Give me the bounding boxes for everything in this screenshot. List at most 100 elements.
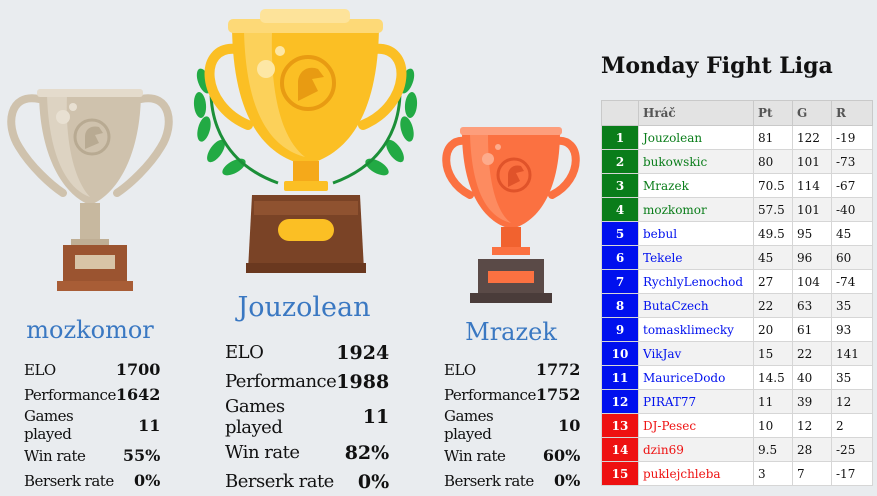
stat-value: 11 <box>362 406 390 428</box>
first-place-stats: ELO 1924 Performance 1988 Games played 11 W… <box>225 338 389 496</box>
points-cell: 11 <box>753 389 793 414</box>
player-name-cell[interactable]: PIRAT77 <box>638 389 754 414</box>
player-name-cell[interactable]: MauriceDodo <box>638 365 754 390</box>
stat-row-performance: Performance 1988 <box>225 367 389 396</box>
rating-cell: -67 <box>831 173 873 198</box>
points-cell: 57.5 <box>753 197 793 222</box>
stat-label: Win rate <box>225 442 300 463</box>
table-row[interactable]: 13 DJ-Pesec 10 12 2 <box>601 413 873 438</box>
table-row[interactable]: 10 VikJav 15 22 141 <box>601 341 873 366</box>
stat-label: Berserk rate <box>444 471 534 490</box>
stat-label: Win rate <box>24 446 86 465</box>
table-row[interactable]: 9 tomasklimecky 20 61 93 <box>601 317 873 342</box>
table-row[interactable]: 5 bebul 49.5 95 45 <box>601 221 873 246</box>
stat-label: Games played <box>24 407 74 443</box>
games-cell: 96 <box>792 245 832 270</box>
games-cell: 40 <box>792 365 832 390</box>
column-header-points[interactable]: Pt <box>753 100 793 126</box>
table-row[interactable]: 1 Jouzolean 81 122 -19 <box>601 125 873 150</box>
table-header-row: Hráč Pt G R <box>601 100 873 126</box>
table-row[interactable]: 3 Mrazek 70.5 114 -67 <box>601 173 873 198</box>
player-name-cell[interactable]: Jouzolean <box>638 125 754 150</box>
player-name-cell[interactable]: Tekele <box>638 245 754 270</box>
rating-cell: -17 <box>831 461 873 486</box>
stat-value: 0% <box>357 470 390 493</box>
league-standings-body: 1 Jouzolean 81 122 -19 2 bukowskic 80 101 -73 3 Mra… <box>601 125 873 486</box>
second-place-name[interactable]: mozkomor <box>26 316 154 344</box>
second-place-stats: ELO 1700 Performance 1642 Games played 11 W… <box>24 357 160 493</box>
games-cell: 12 <box>792 413 832 438</box>
column-header-rank[interactable] <box>601 100 639 126</box>
player-name-cell[interactable]: VikJav <box>638 341 754 366</box>
column-header-rating[interactable]: R <box>831 100 873 126</box>
player-name-cell[interactable]: puklejchleba <box>638 461 754 486</box>
rank-cell: 12 <box>601 389 639 414</box>
rank-cell: 5 <box>601 221 639 246</box>
third-place-name[interactable]: Mrazek <box>465 318 557 346</box>
table-row[interactable]: 15 puklejchleba 3 7 -17 <box>601 461 873 486</box>
table-row[interactable]: 14 dzin69 9.5 28 -25 <box>601 437 873 462</box>
stat-label: Games played <box>225 396 285 438</box>
player-name-cell[interactable]: ButaCzech <box>638 293 754 318</box>
table-row[interactable]: 12 PIRAT77 11 39 12 <box>601 389 873 414</box>
player-name-cell[interactable]: dzin69 <box>638 437 754 462</box>
stat-label: ELO <box>24 360 56 379</box>
rank-cell: 14 <box>601 437 639 462</box>
points-cell: 70.5 <box>753 173 793 198</box>
rank-cell: 13 <box>601 413 639 438</box>
rank-cell: 9 <box>601 317 639 342</box>
stat-value: 1924 <box>336 341 390 364</box>
player-name-cell[interactable]: bukowskic <box>638 149 754 174</box>
stat-row-berserk-rate: Berserk rate 0% <box>24 468 160 493</box>
stat-value: 1752 <box>535 385 581 404</box>
rank-cell: 10 <box>601 341 639 366</box>
first-place-name[interactable]: Jouzolean <box>237 292 371 323</box>
stat-row-elo: ELO 1924 <box>225 338 389 367</box>
player-name-cell[interactable]: Mrazek <box>638 173 754 198</box>
table-row[interactable]: 7 RychlyLenochod 27 104 -74 <box>601 269 873 294</box>
rating-cell: 2 <box>831 413 873 438</box>
points-cell: 20 <box>753 317 793 342</box>
rating-cell: -19 <box>831 125 873 150</box>
rating-cell: -74 <box>831 269 873 294</box>
table-row[interactable]: 6 Tekele 45 96 60 <box>601 245 873 270</box>
games-cell: 101 <box>792 197 832 222</box>
points-cell: 15 <box>753 341 793 366</box>
rank-cell: 1 <box>601 125 639 150</box>
table-row[interactable]: 8 ButaCzech 22 63 35 <box>601 293 873 318</box>
stat-value: 1988 <box>336 370 390 393</box>
points-cell: 10 <box>753 413 793 438</box>
column-header-games[interactable]: G <box>792 100 832 126</box>
player-name-cell[interactable]: tomasklimecky <box>638 317 754 342</box>
player-name-cell[interactable]: DJ-Pesec <box>638 413 754 438</box>
stat-row-elo: ELO 1772 <box>444 357 580 382</box>
rating-cell: 141 <box>831 341 873 366</box>
table-row[interactable]: 4 mozkomor 57.5 101 -40 <box>601 197 873 222</box>
stat-row-games-played: Games played 11 <box>24 407 160 443</box>
column-header-player[interactable]: Hráč <box>638 100 754 126</box>
stat-label: Performance <box>444 385 536 404</box>
stat-value: 55% <box>122 446 161 465</box>
rating-cell: 45 <box>831 221 873 246</box>
table-row[interactable]: 2 bukowskic 80 101 -73 <box>601 149 873 174</box>
rank-cell: 6 <box>601 245 639 270</box>
games-cell: 28 <box>792 437 832 462</box>
stat-value: 10 <box>558 415 581 435</box>
rank-cell: 11 <box>601 365 639 390</box>
stat-value: 1642 <box>115 385 161 404</box>
silver-trophy-icon <box>7 89 173 291</box>
stat-label: Performance <box>225 371 337 392</box>
table-row[interactable]: 11 MauriceDodo 14.5 40 35 <box>601 365 873 390</box>
player-name-cell[interactable]: bebul <box>638 221 754 246</box>
rating-cell: 35 <box>831 293 873 318</box>
player-name-cell[interactable]: mozkomor <box>638 197 754 222</box>
points-cell: 45 <box>753 245 793 270</box>
stat-row-win-rate: Win rate 55% <box>24 443 160 468</box>
points-cell: 27 <box>753 269 793 294</box>
points-cell: 14.5 <box>753 365 793 390</box>
stat-row-games-played: Games played 11 <box>225 396 389 438</box>
stat-value: 60% <box>542 446 581 465</box>
player-name-cell[interactable]: RychlyLenochod <box>638 269 754 294</box>
stat-label: Performance <box>24 385 116 404</box>
rank-cell: 2 <box>601 149 639 174</box>
